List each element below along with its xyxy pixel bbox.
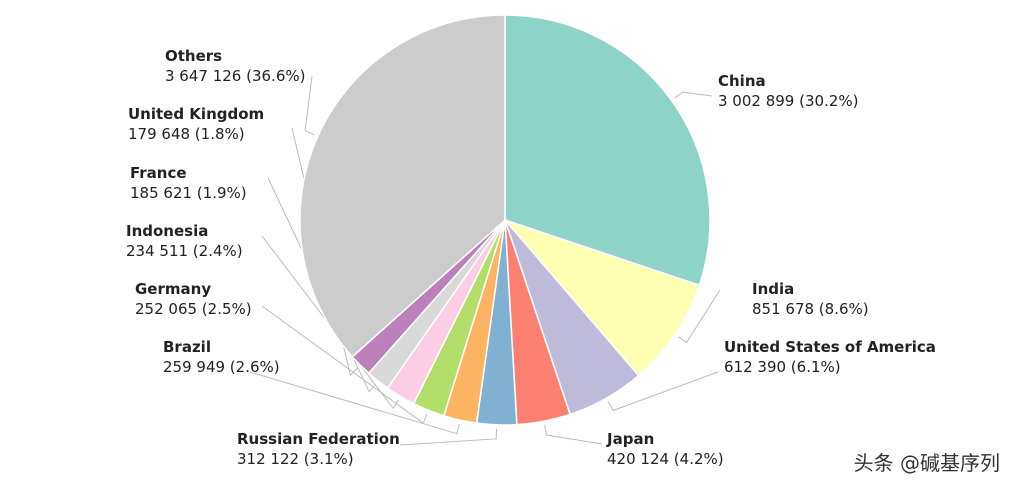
value-label: 420 124 (4.2%) bbox=[607, 450, 724, 468]
pie-slice bbox=[502, 218, 701, 377]
slice-label: Brazil bbox=[163, 338, 211, 356]
value-label: 185 621 (1.9%) bbox=[130, 184, 247, 202]
value-label: 252 065 (2.5%) bbox=[135, 300, 252, 318]
value-label: 234 511 (2.4%) bbox=[126, 242, 243, 260]
leader-line bbox=[544, 425, 603, 445]
leader-line bbox=[399, 428, 498, 446]
leader-line bbox=[607, 371, 719, 412]
value-label: 312 122 (3.1%) bbox=[237, 450, 354, 468]
value-label: 259 949 (2.6%) bbox=[163, 358, 280, 376]
slice-label: Indonesia bbox=[126, 222, 208, 240]
leader-line bbox=[674, 91, 713, 99]
leader-line bbox=[249, 371, 460, 435]
value-label: 851 678 (8.6%) bbox=[752, 300, 869, 318]
leader-line bbox=[261, 305, 428, 424]
pie-slice bbox=[504, 14, 711, 287]
slice-label: United Kingdom bbox=[128, 105, 264, 123]
slice-label: China bbox=[718, 72, 766, 90]
value-label: 3 647 126 (36.6%) bbox=[165, 67, 305, 85]
slice-label: Russian Federation bbox=[237, 430, 400, 448]
value-label: 612 390 (6.1%) bbox=[724, 358, 841, 376]
leader-line bbox=[304, 75, 315, 136]
leader-line bbox=[678, 289, 721, 344]
slice-label: United States of America bbox=[724, 338, 936, 356]
slice-label: France bbox=[130, 164, 187, 182]
pie-slice bbox=[299, 14, 506, 358]
value-label: 3 002 899 (30.2%) bbox=[718, 92, 858, 110]
slice-label: Japan bbox=[606, 430, 654, 448]
leader-line bbox=[261, 235, 399, 410]
value-label: 179 648 (1.8%) bbox=[128, 125, 245, 143]
slice-label: India bbox=[752, 280, 794, 298]
watermark: 头条 @碱基序列 bbox=[854, 451, 1000, 475]
slice-label: Others bbox=[165, 47, 222, 65]
slice-label: Germany bbox=[135, 280, 211, 298]
